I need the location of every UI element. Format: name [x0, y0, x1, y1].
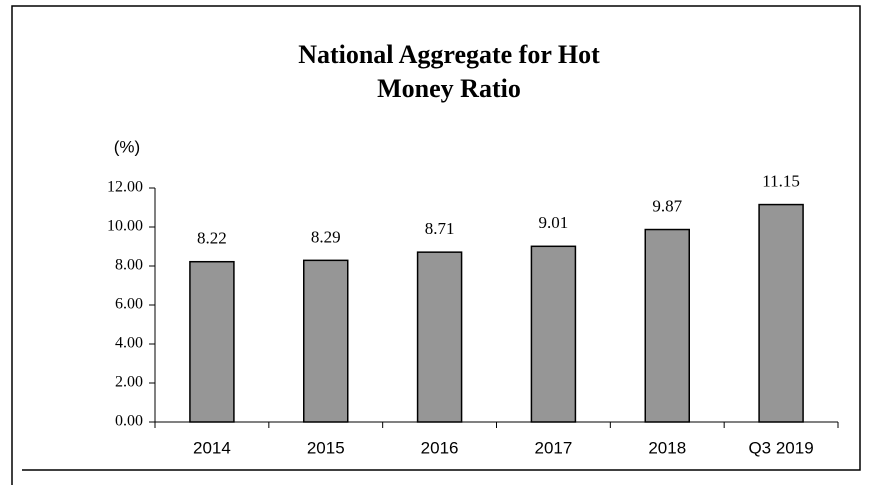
- x-tick-label: 2015: [307, 438, 345, 457]
- y-tick-label: 2.00: [115, 374, 143, 391]
- y-tick-label: 10.00: [107, 218, 143, 235]
- y-tick-label: 0.00: [115, 413, 143, 430]
- bar: [530, 245, 577, 423]
- y-tick-label: 8.00: [115, 257, 143, 274]
- bar: [303, 259, 349, 423]
- x-tick-label: 2018: [648, 438, 686, 457]
- y-axis-label: (%): [114, 137, 140, 156]
- value-label: 11.15: [762, 171, 800, 190]
- x-tick-label: 2016: [421, 438, 459, 457]
- y-tick-label: 6.00: [115, 296, 143, 313]
- y-tick-label: 4.00: [115, 335, 143, 352]
- x-tick-label: Q3 2019: [748, 438, 813, 457]
- y-tick-label: 12.00: [107, 179, 143, 196]
- value-label: 8.29: [311, 227, 341, 246]
- frame: [11, 5, 861, 485]
- bar: [644, 228, 690, 423]
- bar: [189, 260, 235, 423]
- value-label: 9.87: [652, 196, 682, 215]
- chart-title: National Aggregate for Hot Money Ratio: [298, 40, 600, 103]
- bar: [416, 251, 463, 423]
- x-tick-label: 2017: [535, 438, 573, 457]
- value-label: 9.01: [539, 213, 569, 232]
- x-tick-label: 2014: [193, 438, 231, 457]
- value-label: 8.22: [197, 229, 227, 248]
- bar: [758, 203, 804, 423]
- value-label: 8.71: [425, 219, 455, 238]
